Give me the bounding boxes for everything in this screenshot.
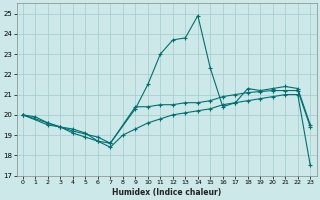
X-axis label: Humidex (Indice chaleur): Humidex (Indice chaleur)	[112, 188, 221, 197]
